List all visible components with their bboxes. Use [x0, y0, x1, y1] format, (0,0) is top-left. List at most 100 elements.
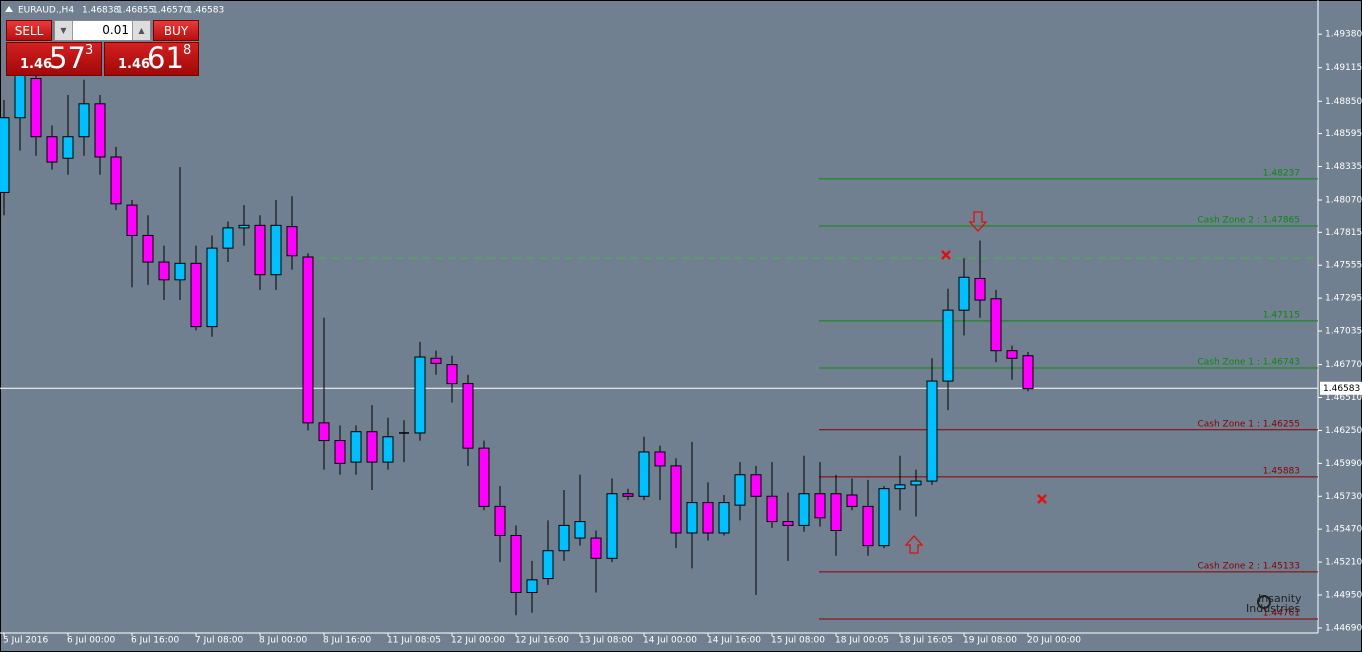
candle-body — [830, 493, 842, 531]
candle-body — [750, 474, 762, 497]
candle-body — [302, 256, 314, 424]
x-tick-label: 12 Jul 00:00 — [451, 636, 505, 646]
current-price-label: 1.46583 — [1323, 384, 1360, 394]
candle-body — [446, 364, 458, 385]
y-tick-label: 1.44950 — [1325, 591, 1362, 601]
candle-body — [1006, 350, 1018, 359]
candle-body — [142, 234, 154, 263]
x-tick-label: 5 Jul 2016 — [3, 636, 48, 646]
y-tick-label: 1.45730 — [1325, 492, 1362, 502]
candle-body — [190, 262, 202, 328]
candle-body — [238, 224, 250, 229]
y-tick-label: 1.45990 — [1325, 459, 1362, 469]
y-tick-label: 1.47035 — [1325, 327, 1362, 337]
candle-body — [366, 431, 378, 463]
header-icon — [5, 6, 13, 12]
candle-body — [686, 502, 698, 534]
sell-big: 57 — [49, 41, 86, 75]
candle-body — [926, 380, 938, 482]
candle-body — [270, 224, 282, 276]
candle-body — [974, 278, 986, 301]
candle-body — [414, 356, 426, 434]
level-label: 1.45883 — [1263, 466, 1300, 476]
candle-body — [558, 524, 570, 552]
watermark: Industries — [1246, 602, 1301, 615]
x-tick-label: 18 Jul 00:05 — [835, 636, 889, 646]
candle-body — [206, 247, 218, 328]
candle-body — [654, 451, 666, 467]
buy-price[interactable]: 1.46 61 8 — [104, 41, 199, 76]
cross-marker — [941, 250, 951, 260]
y-tick-label: 1.44690 — [1325, 623, 1362, 633]
buy-prefix: 1.46 — [118, 57, 151, 72]
candle-body — [622, 493, 634, 497]
candle-body — [942, 309, 954, 382]
candle-body — [78, 103, 90, 138]
lot-up[interactable]: ▲ — [132, 21, 150, 40]
x-tick-label: 18 Jul 16:05 — [899, 636, 953, 646]
candle-body — [62, 136, 74, 159]
candle-body — [542, 550, 554, 580]
lot-down[interactable]: ▼ — [55, 21, 73, 40]
candle-body — [126, 204, 138, 236]
symbol: EURAUD.,H4 — [18, 6, 74, 16]
candle-body — [350, 431, 362, 463]
buy-big: 61 — [147, 41, 184, 75]
down-arrow — [968, 211, 988, 232]
x-tick-label: 8 Jul 00:00 — [259, 636, 308, 646]
candle-body — [766, 495, 778, 523]
cross-marker — [1037, 494, 1047, 504]
x-tick-label: 13 Jul 08:00 — [579, 636, 633, 646]
x-tick-label: 6 Jul 00:00 — [67, 636, 116, 646]
buy-button[interactable]: BUY — [153, 20, 199, 41]
x-tick-label: 20 Jul 00:00 — [1027, 636, 1081, 646]
x-tick-label: 14 Jul 00:00 — [643, 636, 697, 646]
candle-body — [814, 493, 826, 519]
y-tick-label: 1.48850 — [1325, 97, 1362, 107]
x-tick-label: 15 Jul 08:00 — [771, 636, 825, 646]
level-label: Cash Zone 1 : 1.46255 — [1197, 419, 1300, 429]
candle-body — [910, 480, 922, 486]
watermark: Insanity — [1258, 592, 1302, 605]
lot-box[interactable]: ▼ 0.01 ▲ — [54, 20, 151, 41]
y-tick-label: 1.48335 — [1325, 162, 1362, 172]
level-label: 1.48237 — [1263, 168, 1300, 178]
y-tick-label: 1.46250 — [1325, 426, 1362, 436]
candle-body — [894, 484, 906, 490]
candle-body — [382, 436, 394, 463]
candle-body — [334, 440, 346, 464]
level-label: Cash Zone 2 : 1.45133 — [1197, 561, 1300, 571]
candle-body — [702, 502, 714, 534]
candle-body — [30, 77, 42, 138]
sell-button[interactable]: SELL — [6, 20, 52, 41]
candle-body — [846, 494, 858, 507]
y-tick-label: 1.49380 — [1325, 30, 1362, 40]
candle-body — [526, 579, 538, 593]
level-label: Cash Zone 2 : 1.47865 — [1197, 215, 1300, 225]
candle-body — [638, 451, 650, 497]
y-tick-label: 1.47555 — [1325, 261, 1362, 271]
candle-body — [958, 276, 970, 311]
candle-body — [254, 224, 266, 276]
candle-body — [1022, 355, 1034, 390]
candle-body — [286, 226, 298, 257]
candle-body — [46, 136, 58, 163]
x-tick-label: 11 Jul 08:05 — [387, 636, 441, 646]
candle-body — [670, 465, 682, 534]
x-tick-label: 12 Jul 16:00 — [515, 636, 569, 646]
y-tick-label: 1.45470 — [1325, 525, 1362, 535]
header-close: 1.46583 — [187, 6, 224, 16]
candle-body — [174, 262, 186, 281]
candle-body — [718, 502, 730, 534]
lot-value[interactable]: 0.01 — [102, 23, 129, 37]
buy-small: 8 — [183, 43, 192, 58]
x-tick-label: 14 Jul 16:00 — [707, 636, 761, 646]
candle-body — [0, 117, 10, 193]
candle-body — [782, 521, 794, 526]
candle-body — [318, 422, 330, 442]
sell-price[interactable]: 1.46 57 3 — [6, 41, 102, 76]
level-label: 1.44761 — [1263, 608, 1300, 618]
